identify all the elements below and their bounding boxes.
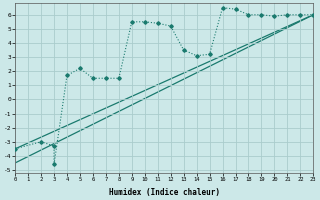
X-axis label: Humidex (Indice chaleur): Humidex (Indice chaleur) bbox=[109, 188, 220, 197]
